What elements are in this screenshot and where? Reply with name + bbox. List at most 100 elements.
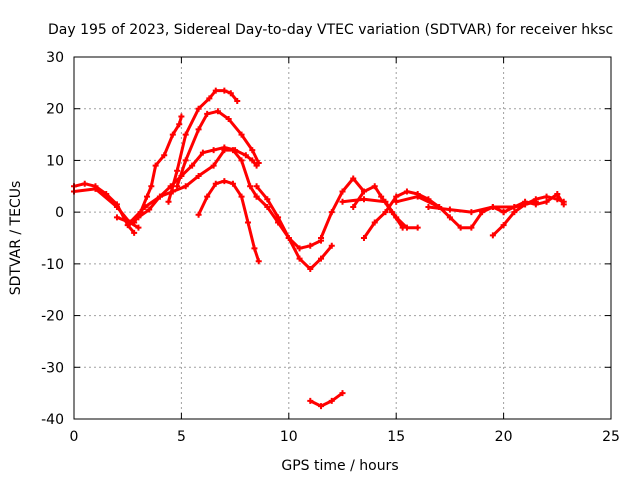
data-point [489,232,496,239]
data-point [414,193,421,200]
data-point [543,193,550,200]
data-point [210,147,217,154]
y-tick-label: 0 [55,205,64,221]
data-point [141,203,148,210]
data-point [360,196,367,203]
data-point [253,193,260,200]
data-point [403,188,410,195]
y-tick-label: -30 [41,360,64,376]
series-line [197,179,261,263]
data-point [307,266,314,273]
data-point [328,397,335,404]
data-point [126,219,133,226]
data-point [378,193,385,200]
x-tick-label: 10 [280,429,298,445]
y-tick-label: 30 [46,50,64,66]
data-point [255,160,262,167]
data-point [176,121,183,128]
data-point [195,126,202,133]
data-point [92,185,99,192]
data-point [318,255,325,262]
data-point [113,214,120,221]
chart-title: Day 195 of 2023, Sidereal Day-to-day VTE… [48,22,613,38]
data-point [204,110,211,117]
data-point [285,235,292,241]
series-track-4 [135,144,260,221]
x-tick-label: 15 [387,429,405,445]
data-point [195,105,202,112]
data-point [339,188,346,195]
series-line [308,391,344,408]
plot-frame [73,56,612,420]
series-track-7 [174,108,262,190]
data-point [393,193,400,200]
y-axis-label: SDTVAR / TECUs [8,181,24,296]
data-point [144,193,151,200]
data-point [350,175,357,182]
series-track-5 [113,147,260,226]
data-point [522,198,529,205]
data-point [264,203,271,210]
data-point [210,162,217,169]
data-point [399,224,406,231]
data-point [318,403,325,410]
data-point [81,180,88,187]
x-tick-label: 5 [177,429,186,445]
data-point [221,147,228,154]
series-track-19 [500,191,567,216]
data-point [560,201,567,208]
data-point [234,97,241,104]
data-point [249,147,256,154]
data-point [161,152,168,159]
data-point [339,390,346,397]
data-point [307,242,314,249]
data-point [238,157,245,164]
data-point [296,255,303,262]
data-point [131,229,138,236]
data-point [328,209,335,216]
x-tick-label: 0 [70,429,79,445]
series-line [341,197,420,230]
series-track-13 [339,196,421,231]
grid-lines [74,57,611,419]
data-point [249,157,256,164]
data-point [227,90,234,97]
data-point [229,180,236,187]
data-point [468,224,475,231]
data-point [468,209,475,216]
data-point [255,258,262,265]
y-tick-label: 10 [46,153,64,169]
data-point [393,198,400,205]
data-point [152,162,159,169]
data-point [489,203,496,210]
x-axis-label: GPS time / hours [281,458,398,474]
series-track-18 [489,193,567,239]
series-track-6 [165,87,241,205]
data-point [425,203,432,210]
y-tick-label: -20 [41,309,64,325]
data-point [511,203,518,210]
series-line [132,115,183,224]
data-point [195,172,202,179]
data-point [500,209,507,216]
data-point [169,131,176,138]
data-point [414,224,421,231]
y-tick-label: -40 [41,412,64,428]
data-point [244,219,251,226]
data-point [253,183,260,190]
data-point [174,167,181,174]
series-track-12 [307,390,346,410]
data-point [360,235,367,241]
data-point [182,157,189,164]
data-point [457,224,464,231]
series-track-1 [71,180,138,236]
data-point [247,183,254,190]
data-point [251,245,258,252]
data-point [511,209,518,216]
series-track-8 [195,178,262,265]
data-point [221,87,228,94]
data-point [148,183,155,190]
data-point [532,196,539,203]
data-point [328,242,335,249]
data-point [360,188,367,195]
